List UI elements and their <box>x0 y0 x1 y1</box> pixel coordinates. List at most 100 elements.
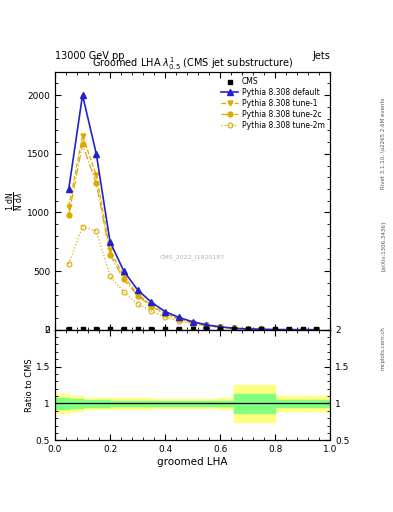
Pythia 8.308 tune-2c <box>176 316 181 323</box>
Pythia 8.308 tune-2m <box>314 327 319 333</box>
Pythia 8.308 tune-2m <box>149 308 154 314</box>
CMS <box>107 325 113 333</box>
Pythia 8.308 tune-2m <box>94 228 99 234</box>
CMS <box>231 325 237 333</box>
Pythia 8.308 tune-2m <box>190 321 195 327</box>
Pythia 8.308 tune-2m <box>273 327 277 333</box>
Pythia 8.308 tune-1 <box>286 327 291 333</box>
Pythia 8.308 default <box>121 268 126 274</box>
Pythia 8.308 default <box>135 287 140 293</box>
CMS <box>121 325 127 333</box>
Line: Pythia 8.308 tune-2c: Pythia 8.308 tune-2c <box>66 142 319 332</box>
Pythia 8.308 tune-2c <box>273 327 277 333</box>
CMS <box>217 325 223 333</box>
Pythia 8.308 tune-2c <box>286 327 291 333</box>
Pythia 8.308 default <box>218 324 222 330</box>
Pythia 8.308 default <box>190 318 195 325</box>
Pythia 8.308 default <box>314 327 319 333</box>
Line: Pythia 8.308 tune-1: Pythia 8.308 tune-1 <box>66 134 319 332</box>
Line: Pythia 8.308 tune-2m: Pythia 8.308 tune-2m <box>66 224 319 332</box>
Text: 13000 GeV pp: 13000 GeV pp <box>55 51 125 61</box>
Text: [arXiv:1306.3436]: [arXiv:1306.3436] <box>381 221 386 271</box>
CMS <box>203 325 209 333</box>
CMS <box>244 325 251 333</box>
Pythia 8.308 tune-1 <box>149 302 154 308</box>
CMS <box>299 325 306 333</box>
Text: CMS_2022_I1920187: CMS_2022_I1920187 <box>160 254 225 260</box>
Pythia 8.308 default <box>66 186 71 192</box>
Pythia 8.308 tune-2c <box>135 293 140 299</box>
Pythia 8.308 default <box>108 239 112 245</box>
CMS <box>93 325 99 333</box>
Pythia 8.308 tune-1 <box>300 327 305 333</box>
Pythia 8.308 tune-1 <box>108 247 112 253</box>
CMS <box>286 325 292 333</box>
Pythia 8.308 tune-1 <box>163 310 167 316</box>
CMS <box>66 325 72 333</box>
Pythia 8.308 default <box>273 327 277 333</box>
Pythia 8.308 tune-2m <box>163 314 167 320</box>
Pythia 8.308 default <box>94 151 99 157</box>
Pythia 8.308 default <box>149 299 154 305</box>
Pythia 8.308 tune-1 <box>218 324 222 330</box>
Pythia 8.308 tune-1 <box>231 325 236 331</box>
Pythia 8.308 default <box>204 322 209 328</box>
Pythia 8.308 tune-1 <box>204 323 209 329</box>
Pythia 8.308 tune-2c <box>108 251 112 258</box>
Y-axis label: Ratio to CMS: Ratio to CMS <box>26 358 35 412</box>
Pythia 8.308 tune-2c <box>66 211 71 218</box>
Pythia 8.308 tune-2m <box>108 273 112 279</box>
Pythia 8.308 tune-2c <box>94 180 99 186</box>
Pythia 8.308 tune-2m <box>66 261 71 267</box>
Pythia 8.308 tune-1 <box>66 203 71 209</box>
Pythia 8.308 default <box>231 325 236 331</box>
Pythia 8.308 tune-2c <box>163 311 167 317</box>
Pythia 8.308 tune-2c <box>204 323 209 329</box>
Pythia 8.308 tune-1 <box>314 327 319 333</box>
CMS <box>79 325 86 333</box>
Legend: CMS, Pythia 8.308 default, Pythia 8.308 tune-1, Pythia 8.308 tune-2c, Pythia 8.3: CMS, Pythia 8.308 default, Pythia 8.308 … <box>220 75 326 131</box>
Pythia 8.308 tune-2c <box>245 326 250 332</box>
CMS <box>134 325 141 333</box>
CMS <box>258 325 264 333</box>
Pythia 8.308 tune-2c <box>231 326 236 332</box>
CMS <box>176 325 182 333</box>
Pythia 8.308 tune-2c <box>259 326 264 332</box>
Pythia 8.308 default <box>176 314 181 321</box>
CMS <box>272 325 278 333</box>
Pythia 8.308 tune-2c <box>121 276 126 282</box>
Pythia 8.308 tune-2m <box>80 223 85 229</box>
Pythia 8.308 tune-2m <box>135 301 140 307</box>
Y-axis label: $\frac{1}{\mathrm{N}}\frac{\mathrm{d}\mathrm{N}}{\mathrm{d}\lambda}$: $\frac{1}{\mathrm{N}}\frac{\mathrm{d}\ma… <box>4 190 26 211</box>
Pythia 8.308 tune-2c <box>218 324 222 330</box>
Pythia 8.308 tune-1 <box>245 326 250 332</box>
Pythia 8.308 tune-2c <box>314 327 319 333</box>
Pythia 8.308 default <box>163 308 167 314</box>
CMS <box>162 325 168 333</box>
Pythia 8.308 tune-1 <box>135 291 140 297</box>
Pythia 8.308 default <box>259 326 264 332</box>
CMS <box>313 325 320 333</box>
CMS <box>148 325 154 333</box>
Text: Jets: Jets <box>312 51 330 61</box>
Pythia 8.308 tune-2m <box>218 325 222 331</box>
Title: Groomed LHA $\lambda^{1}_{0.5}$ (CMS jet substructure): Groomed LHA $\lambda^{1}_{0.5}$ (CMS jet… <box>92 55 293 72</box>
Pythia 8.308 tune-2m <box>231 326 236 332</box>
Pythia 8.308 default <box>80 92 85 98</box>
Pythia 8.308 tune-1 <box>259 326 264 332</box>
Pythia 8.308 tune-1 <box>80 133 85 139</box>
Pythia 8.308 default <box>300 327 305 333</box>
X-axis label: groomed LHA: groomed LHA <box>157 457 228 467</box>
Pythia 8.308 tune-2m <box>121 289 126 295</box>
CMS <box>189 325 196 333</box>
Line: Pythia 8.308 default: Pythia 8.308 default <box>66 92 319 332</box>
Text: Rivet 3.1.10, \u2265 2.6M events: Rivet 3.1.10, \u2265 2.6M events <box>381 98 386 189</box>
Pythia 8.308 tune-2c <box>190 320 195 326</box>
Pythia 8.308 tune-1 <box>94 172 99 178</box>
Pythia 8.308 tune-2m <box>259 326 264 332</box>
Pythia 8.308 tune-2m <box>204 323 209 329</box>
Pythia 8.308 tune-2c <box>149 303 154 309</box>
Pythia 8.308 tune-2m <box>245 326 250 332</box>
Pythia 8.308 tune-2m <box>300 327 305 333</box>
Pythia 8.308 tune-2m <box>286 327 291 333</box>
